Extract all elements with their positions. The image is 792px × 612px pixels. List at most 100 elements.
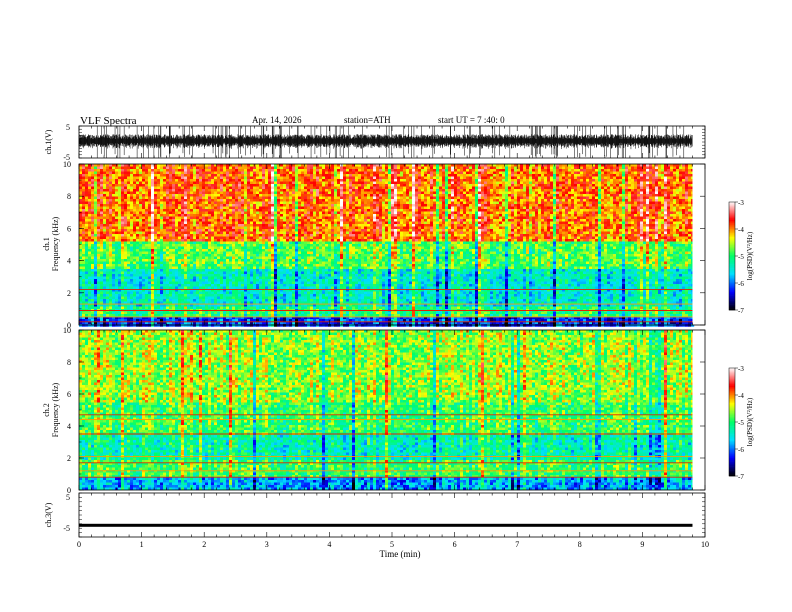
spectrogram-cell	[130, 246, 134, 250]
spectrogram-cell	[172, 281, 176, 285]
spectrogram-cell	[130, 256, 134, 260]
spectrogram-cell	[109, 236, 113, 240]
spectrogram-cell	[118, 169, 122, 172]
spectrogram-cell	[256, 289, 260, 292]
spectrogram-cell	[295, 214, 299, 217]
spectrogram-cell	[286, 209, 290, 212]
spectrogram-cell	[184, 179, 188, 182]
spectrogram-cell	[289, 179, 293, 182]
ch1-ytick-bottom: -5	[63, 153, 70, 162]
spectrogram-cell	[220, 216, 224, 220]
spectrogram-cell	[196, 289, 200, 292]
spectrogram-cell	[283, 169, 287, 172]
spectrogram-cell	[223, 181, 227, 185]
spectrogram-cell	[214, 224, 218, 227]
spectrogram-cell	[127, 206, 131, 210]
spectrogram-cell	[97, 164, 101, 167]
spectrogram-cell	[253, 271, 257, 275]
spectrogram-cell	[106, 219, 110, 222]
spectrogram-cell	[259, 221, 263, 225]
spectrogram-cell	[205, 201, 209, 205]
spectrogram-cell	[178, 269, 182, 272]
spectrogram-cell	[148, 189, 152, 192]
spectrogram-cell	[190, 239, 194, 242]
spectrogram-cell	[91, 174, 95, 177]
spectrogram-cell	[109, 249, 113, 252]
spectrogram-cell	[130, 166, 134, 170]
spectrogram-cell	[166, 219, 170, 222]
spectrogram-cell	[85, 179, 89, 182]
spectrogram-cell	[274, 186, 278, 190]
spectrogram-cell	[139, 279, 143, 282]
spectrogram-cell	[85, 311, 89, 315]
spectrogram-cell	[241, 179, 245, 182]
spectrogram-cell	[127, 284, 131, 287]
spectrogram-cell	[205, 274, 209, 277]
spectrogram-cell	[235, 179, 239, 182]
spectrogram-cell	[151, 214, 155, 217]
spectrogram-cell	[208, 224, 212, 227]
spectrogram-cell	[235, 291, 239, 295]
spectrogram-cell	[91, 239, 95, 242]
spectrogram-cell	[124, 199, 128, 202]
spectrogram-cell	[295, 311, 299, 315]
spectrogram-cell	[199, 284, 203, 287]
spectrogram-cell	[85, 266, 89, 270]
spectrogram-cell	[247, 226, 251, 230]
spectrogram-cell	[139, 234, 143, 237]
spectrogram-cell	[112, 314, 116, 317]
spectrogram-cell	[94, 294, 98, 297]
spectrogram-cell	[169, 281, 173, 285]
spectrogram-cell	[130, 176, 134, 180]
spectrogram-cell	[199, 276, 203, 280]
spectrogram-cell	[277, 271, 281, 275]
spectrogram-cell	[241, 319, 245, 322]
spectrogram-cell	[79, 164, 83, 167]
spectrogram-cell	[226, 316, 230, 320]
spectrogram-cell	[277, 291, 281, 295]
spectrogram-cell	[253, 289, 257, 292]
spectrogram-cell	[244, 281, 248, 285]
spectrogram-cell	[241, 259, 245, 262]
spectrogram-cell	[88, 199, 92, 202]
spectrogram-cell	[208, 286, 212, 290]
spectrogram-cell	[136, 234, 140, 237]
spectrogram-cell	[229, 304, 233, 307]
spectrogram-cell	[127, 266, 131, 270]
spectrogram-cell	[133, 301, 137, 305]
spectrogram-cell	[280, 276, 284, 280]
spectrogram-cell	[235, 226, 239, 230]
spectrogram-cell	[163, 199, 167, 202]
spectrogram-cell	[241, 261, 245, 265]
spectrogram-cell	[298, 206, 302, 210]
spectrogram-cell	[124, 216, 128, 220]
spectrogram-cell	[250, 301, 254, 305]
spectrogram-cell	[202, 296, 206, 300]
spectrogram-cell	[88, 314, 92, 317]
spectrogram-cell	[211, 174, 215, 177]
spectrogram-cell	[136, 286, 140, 290]
spectrogram-cell	[163, 226, 167, 230]
spectrogram-cell	[112, 191, 116, 195]
spectrogram-cell	[79, 219, 83, 222]
spectrogram-cell	[295, 249, 299, 252]
spectrogram-cell	[298, 184, 302, 187]
spectrogram-cell	[127, 246, 131, 250]
spectrogram-cell	[100, 314, 104, 317]
spectrogram-cell	[175, 286, 179, 290]
spectrogram-cell	[82, 184, 86, 187]
spectrogram-cell	[79, 244, 83, 247]
spectrogram-cell	[139, 321, 143, 325]
spectrogram-cell	[211, 219, 215, 222]
spectrogram-cell	[208, 319, 212, 322]
spectrogram-cell	[232, 184, 236, 187]
spectrogram-cell	[172, 179, 176, 182]
spectrogram-cell	[142, 169, 146, 172]
spectrogram-cell	[289, 284, 293, 287]
spectrogram-cell	[250, 259, 254, 262]
spectrogram-cell	[190, 314, 194, 317]
spectrogram-cell	[193, 194, 197, 197]
spectrogram-cell	[220, 291, 224, 295]
spectrogram-cell	[292, 249, 296, 252]
spectrogram-cell	[163, 186, 167, 190]
